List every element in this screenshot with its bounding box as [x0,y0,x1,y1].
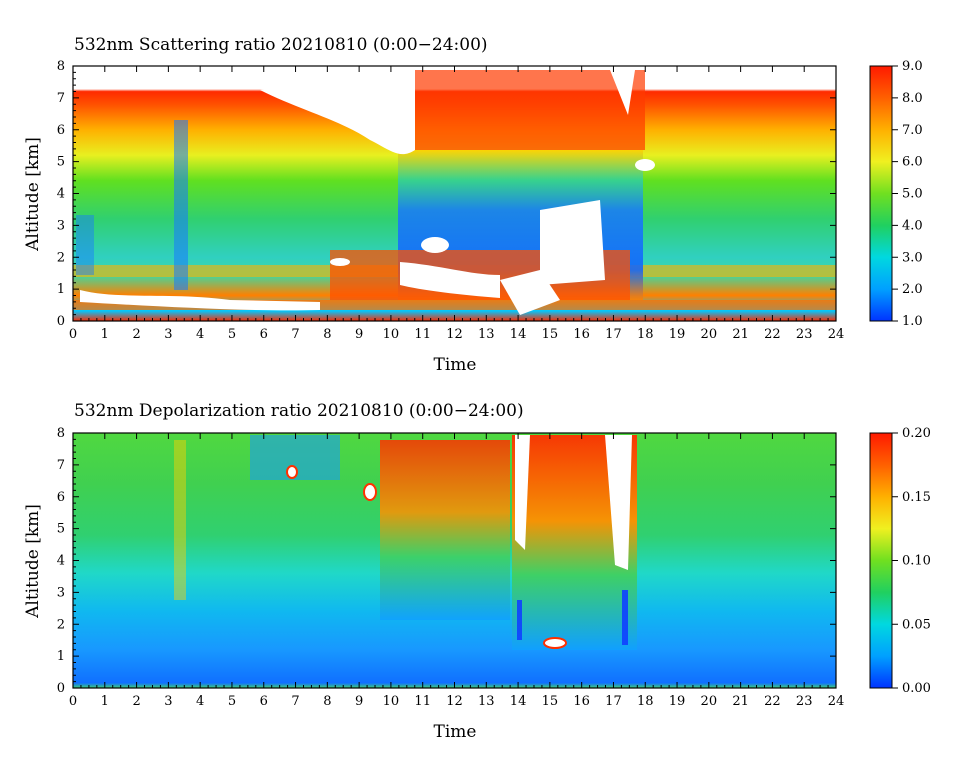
chart-title: 532nm Scattering ratio 20210810 (0:00−24… [74,35,488,55]
y-tick-label: 7 [57,458,65,473]
x-tick-label: 16 [573,694,590,709]
colorbar-tick-label: 7.0 [902,123,923,138]
x-tick-label: 0 [69,327,77,342]
x-tick-label: 9 [355,694,363,709]
colorbar-tick-label: 9.0 [902,59,923,74]
x-tick-label: 8 [323,694,331,709]
colorbar-tick-label: 5.0 [902,187,923,202]
x-tick-label: 18 [637,327,654,342]
x-tick-label: 13 [478,694,495,709]
x-tick-label: 11 [414,327,431,342]
colorbar-tick-label: 2.0 [902,282,923,297]
y-tick-label: 4 [57,554,65,569]
y-tick-label: 2 [57,617,65,632]
x-tick-label: 6 [260,327,268,342]
y-tick-label: 6 [57,123,65,138]
colorbar-tick-label: 6.0 [902,155,923,170]
colorbar-tick-label: 0.00 [902,681,931,696]
x-tick-label: 24 [828,694,845,709]
scattering-ratio-panel: 532nm Scattering ratio 20210810 (0:00−24… [23,35,923,375]
x-tick-label: 14 [510,327,527,342]
x-tick-label: 3 [164,694,172,709]
x-axis-label: Time [434,355,477,375]
x-tick-label: 0 [69,694,77,709]
x-tick-label: 20 [701,327,718,342]
y-tick-label: 3 [57,218,65,233]
y-tick-label: 0 [57,681,65,696]
x-tick-label: 17 [605,694,622,709]
x-axis-ticks: 0 1 2 3 4 5 6 7 8 9 10 11 12 13 14 15 16 17 18 19 20 21 22 23 24 [69,66,844,342]
y-tick-label: 4 [57,187,65,202]
x-tick-label: 10 [383,327,400,342]
x-tick-label: 5 [228,694,236,709]
x-tick-label: 15 [542,694,559,709]
x-tick-label: 4 [196,327,204,342]
x-tick-label: 18 [637,694,654,709]
x-tick-label: 14 [510,694,527,709]
x-tick-label: 22 [764,694,781,709]
colorbar: 1.0 2.0 3.0 4.0 5.0 6.0 7.0 8.0 9.0 [869,59,923,329]
x-tick-label: 8 [323,327,331,342]
x-tick-label: 23 [796,327,813,342]
x-tick-label: 10 [383,694,400,709]
x-tick-label: 20 [701,694,718,709]
x-tick-label: 17 [605,327,622,342]
x-tick-label: 16 [573,327,590,342]
x-tick-label: 12 [446,327,463,342]
x-tick-label: 13 [478,327,495,342]
chart-title: 532nm Depolarization ratio 20210810 (0:0… [74,401,524,421]
y-tick-label: 5 [57,522,65,537]
x-axis-label: Time [434,722,477,742]
colorbar-tick-label: 8.0 [902,91,923,106]
y-tick-label: 1 [57,282,65,297]
colorbar: 0.00 0.05 0.10 0.15 0.20 [869,426,931,696]
y-tick-label: 0 [57,314,65,329]
y-axis-ticks: 0 1 2 3 4 5 6 7 8 [57,59,836,329]
y-tick-label: 5 [57,155,65,170]
x-tick-label: 19 [669,694,686,709]
x-tick-label: 7 [291,694,299,709]
x-tick-label: 2 [132,694,140,709]
y-axis-label: Altitude [km] [23,504,43,619]
x-tick-label: 23 [796,694,813,709]
colorbar-tick-label: 0.15 [902,490,931,505]
x-tick-label: 5 [228,327,236,342]
x-tick-label: 12 [446,694,463,709]
x-tick-label: 21 [732,694,749,709]
x-tick-label: 21 [732,327,749,342]
x-tick-label: 1 [101,694,109,709]
colorbar-tick-label: 1.0 [902,314,923,329]
y-tick-label: 8 [57,426,65,441]
x-tick-label: 15 [542,327,559,342]
x-tick-label: 22 [764,327,781,342]
x-tick-label: 19 [669,327,686,342]
heatmap-area [73,433,836,688]
colorbar-tick-label: 0.10 [902,554,931,569]
colorbar-tick-label: 0.20 [902,426,931,441]
y-tick-label: 1 [57,649,65,664]
x-tick-label: 24 [828,327,845,342]
y-tick-label: 7 [57,91,65,106]
heatmap-area [73,66,836,321]
y-tick-label: 3 [57,585,65,600]
colorbar-tick-label: 3.0 [902,250,923,265]
x-tick-label: 11 [414,694,431,709]
colorbar-tick-label: 4.0 [902,218,923,233]
x-tick-label: 3 [164,327,172,342]
y-axis-label: Altitude [km] [23,137,43,252]
y-tick-label: 2 [57,250,65,265]
y-tick-label: 8 [57,59,65,74]
x-tick-label: 9 [355,327,363,342]
x-tick-label: 7 [291,327,299,342]
depolarization-ratio-panel: 532nm Depolarization ratio 20210810 (0:0… [23,401,931,742]
x-tick-label: 4 [196,694,204,709]
x-tick-label: 6 [260,694,268,709]
x-tick-label: 1 [101,327,109,342]
y-axis-ticks: 0 1 2 3 4 5 6 7 8 [57,426,836,696]
x-axis-ticks: 0 1 2 3 4 5 6 7 8 9 10 11 12 13 14 15 16 17 18 19 20 21 22 23 24 [69,433,844,709]
y-tick-label: 6 [57,490,65,505]
x-tick-label: 2 [132,327,140,342]
colorbar-tick-label: 0.05 [902,617,931,632]
